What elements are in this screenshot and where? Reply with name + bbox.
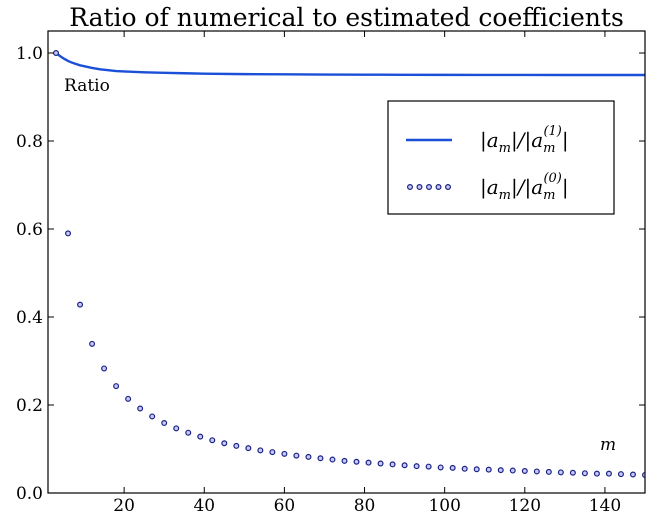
legend: |am|/|am(1)| |am|/|am(0)|	[387, 100, 615, 215]
chart-title: Ratio of numerical to estimated coeffici…	[69, 3, 624, 32]
data-point-a0	[293, 452, 300, 459]
x-tick-label: 40	[193, 496, 215, 516]
data-point-a0	[509, 467, 516, 474]
y-tick-label: 0.6	[16, 220, 43, 240]
data-point-a0	[221, 440, 228, 447]
legend-box	[387, 100, 615, 215]
y-axis-label: Ratio	[64, 76, 110, 96]
legend-label-a1: |am|/|am(1)|	[480, 124, 569, 156]
data-point-a0	[341, 457, 348, 464]
data-point-a0	[281, 450, 288, 457]
data-point-a0	[77, 301, 84, 308]
x-tick-label: 120	[509, 496, 541, 516]
data-point-a0	[605, 470, 612, 477]
data-point-a0	[533, 468, 540, 475]
y-tick-label: 1.0	[16, 44, 43, 64]
data-point-a0	[353, 458, 360, 465]
data-point-a0	[365, 459, 372, 466]
data-point-a0	[437, 464, 444, 471]
data-point-a0	[101, 365, 108, 372]
legend-marker-a0	[435, 184, 442, 191]
data-point-a0	[173, 425, 180, 432]
data-point-a0	[233, 442, 240, 449]
y-tick-label: 0.8	[16, 132, 43, 152]
legend-marker-a0	[407, 184, 414, 191]
data-point-a0	[149, 413, 156, 420]
data-point-a0	[113, 383, 120, 390]
data-point-a0	[269, 449, 276, 456]
data-point-a0	[473, 466, 480, 473]
data-point-a0	[245, 445, 252, 452]
data-point-a0	[389, 461, 396, 468]
data-point-a0	[413, 463, 420, 470]
data-point-a0	[593, 470, 600, 477]
data-point-a0	[137, 405, 144, 412]
data-point-a0	[89, 340, 96, 347]
data-point-a0	[569, 469, 576, 476]
data-point-a0	[617, 471, 624, 478]
data-point-a0	[581, 470, 588, 477]
data-point-a0	[425, 463, 432, 470]
data-point-a0	[497, 467, 504, 474]
series-line-a1	[55, 52, 645, 77]
data-point-a0	[257, 447, 264, 454]
data-point-a0	[161, 420, 168, 427]
data-point-a0	[521, 468, 528, 475]
x-axis-label: m	[600, 435, 616, 455]
data-point-a0	[305, 453, 312, 460]
data-point-a0	[461, 465, 468, 472]
plot-area	[53, 49, 645, 478]
data-point-a0	[329, 456, 336, 463]
y-tick-label: 0.0	[16, 484, 43, 504]
data-point-a0	[65, 230, 72, 237]
x-tick-label: 80	[354, 496, 376, 516]
data-point-a0	[449, 464, 456, 471]
data-point-a0	[125, 395, 132, 402]
data-point-a0	[185, 429, 192, 436]
legend-marker-a0	[416, 184, 423, 191]
axes-frame	[47, 30, 646, 494]
y-tick-label: 0.2	[16, 396, 43, 416]
data-point-a0	[485, 466, 492, 473]
data-point-a0	[557, 469, 564, 476]
legend-marker-a0	[426, 184, 433, 191]
data-point-a0	[545, 468, 552, 475]
data-point-a0	[629, 471, 636, 478]
data-point-a0	[401, 462, 408, 469]
x-tick-label: 20	[113, 496, 135, 516]
data-point-a0	[197, 433, 204, 440]
x-tick-label: 60	[274, 496, 296, 516]
data-point-a0	[53, 49, 60, 56]
x-tick-label: 140	[589, 496, 621, 516]
data-point-a0	[317, 455, 324, 462]
legend-marker-a0	[445, 184, 452, 191]
y-tick-label: 0.4	[16, 308, 43, 328]
data-point-a0	[209, 437, 216, 444]
data-point-a0	[377, 460, 384, 467]
x-tick-label: 100	[428, 496, 460, 516]
legend-label-a0: |am|/|am(0)|	[480, 171, 569, 203]
